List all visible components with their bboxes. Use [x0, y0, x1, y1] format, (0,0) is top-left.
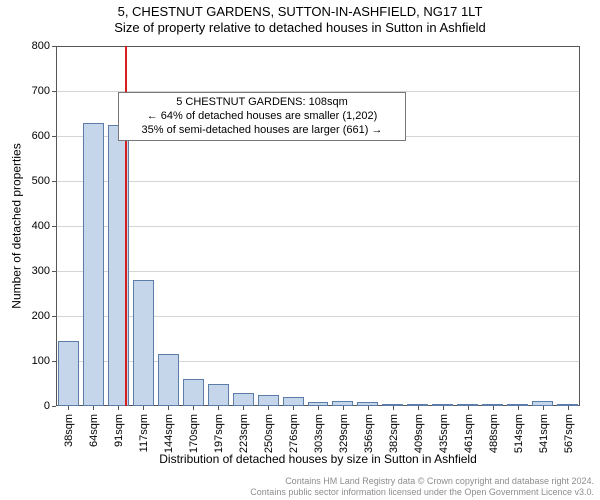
- footer-line-1: Contains HM Land Registry data © Crown c…: [250, 476, 594, 487]
- x-tick-mark: [343, 406, 344, 410]
- x-tick-mark: [418, 406, 419, 410]
- title-block: 5, CHESTNUT GARDENS, SUTTON-IN-ASHFIELD,…: [0, 4, 600, 37]
- x-tick-mark: [193, 406, 194, 410]
- histogram-bar: [208, 384, 229, 407]
- y-tick-label: 200: [32, 310, 56, 322]
- x-tick-mark: [118, 406, 119, 410]
- annotation-line: 35% of semi-detached houses are larger (…: [127, 124, 397, 138]
- x-tick-mark: [243, 406, 244, 410]
- x-tick-mark: [518, 406, 519, 410]
- chart-container: 5, CHESTNUT GARDENS, SUTTON-IN-ASHFIELD,…: [0, 0, 600, 500]
- footer-line-2: Contains public sector information licen…: [250, 487, 594, 498]
- x-tick-mark: [218, 406, 219, 410]
- y-tick-label: 700: [32, 85, 56, 97]
- histogram-bar: [58, 341, 79, 406]
- y-tick-label: 300: [32, 265, 56, 277]
- x-axis-label: Distribution of detached houses by size …: [56, 452, 580, 466]
- histogram-bar: [133, 280, 154, 406]
- x-tick-mark: [268, 406, 269, 410]
- x-tick-mark: [468, 406, 469, 410]
- x-tick-mark: [293, 406, 294, 410]
- x-tick-mark: [543, 406, 544, 410]
- annotation-line: ← 64% of detached houses are smaller (1,…: [127, 110, 397, 124]
- x-tick-mark: [168, 406, 169, 410]
- x-tick-mark: [493, 406, 494, 410]
- x-tick-mark: [368, 406, 369, 410]
- gridline: [56, 226, 580, 227]
- annotation-box: 5 CHESTNUT GARDENS: 108sqm← 64% of detac…: [118, 92, 406, 141]
- histogram-bar: [83, 123, 104, 407]
- histogram-bar: [258, 395, 279, 406]
- x-tick-mark: [143, 406, 144, 410]
- title-line-2: Size of property relative to detached ho…: [0, 20, 600, 36]
- histogram-bar: [233, 393, 254, 407]
- histogram-bar: [283, 397, 304, 406]
- y-tick-label: 800: [32, 40, 56, 52]
- gridline: [56, 181, 580, 182]
- y-axis-label: Number of detached properties: [10, 46, 24, 406]
- x-tick-mark: [93, 406, 94, 410]
- y-tick-label: 100: [32, 355, 56, 367]
- x-tick-mark: [393, 406, 394, 410]
- y-tick-label: 0: [44, 400, 56, 412]
- y-tick-label: 600: [32, 130, 56, 142]
- y-axis-label-text: Number of detached properties: [10, 143, 24, 308]
- footer-attribution: Contains HM Land Registry data © Crown c…: [250, 476, 594, 498]
- annotation-line: 5 CHESTNUT GARDENS: 108sqm: [127, 96, 397, 110]
- y-tick-label: 500: [32, 175, 56, 187]
- x-tick-mark: [68, 406, 69, 410]
- plot-area: 010020030040050060070080038sqm64sqm91sqm…: [56, 46, 580, 406]
- histogram-bar: [158, 354, 179, 406]
- x-tick-mark: [318, 406, 319, 410]
- y-tick-label: 400: [32, 220, 56, 232]
- title-line-1: 5, CHESTNUT GARDENS, SUTTON-IN-ASHFIELD,…: [0, 4, 600, 20]
- gridline: [56, 271, 580, 272]
- x-tick-mark: [568, 406, 569, 410]
- histogram-bar: [183, 379, 204, 406]
- x-tick-mark: [443, 406, 444, 410]
